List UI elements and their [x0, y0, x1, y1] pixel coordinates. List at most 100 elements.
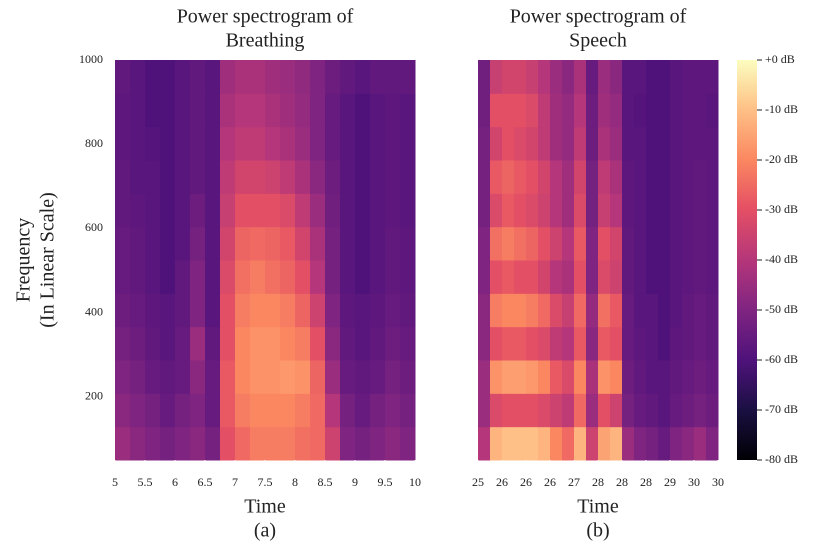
heatmap-cell [295, 160, 311, 194]
heatmap-cell [250, 426, 266, 461]
heatmap-cell [610, 126, 623, 161]
heatmap-cell [706, 126, 719, 161]
heatmap-cell [160, 93, 176, 128]
heatmap-cell [622, 426, 635, 461]
heatmap-cell [130, 326, 146, 361]
heatmap-cell [478, 93, 491, 128]
heatmap-cell [622, 293, 635, 328]
heatmap-cell [682, 360, 695, 394]
caption: (a) [254, 520, 276, 542]
heatmap-cell [586, 326, 599, 361]
heatmap-cell [175, 393, 191, 428]
heatmap-cell [598, 93, 611, 128]
heatmap-cell [325, 326, 341, 361]
heatmap-cell [514, 260, 527, 294]
heatmap-cell [235, 393, 251, 428]
heatmap-cell [370, 226, 386, 261]
heatmap-cell [706, 326, 719, 361]
heatmap-cell [115, 60, 131, 94]
heatmap-cell [478, 193, 491, 228]
heatmap-cell [550, 226, 563, 261]
heatmap-cell [514, 93, 527, 128]
heatmap-cell [400, 93, 416, 128]
x-tick-label: 26 [496, 475, 508, 489]
heatmap-cell [190, 126, 206, 161]
heatmap-cell [670, 226, 683, 261]
heatmap-cell [502, 360, 515, 394]
heatmap-cell [574, 360, 587, 394]
heatmap-cell [115, 393, 131, 428]
heatmap-cell [502, 126, 515, 161]
heatmap-cell [295, 360, 311, 394]
heatmap-cell [706, 426, 719, 461]
heatmap-cell [634, 60, 647, 94]
heatmap-cell [250, 293, 266, 328]
heatmap-cell [646, 93, 659, 128]
heatmap-cell [370, 126, 386, 161]
heatmap-cell [235, 226, 251, 261]
heatmap-cell [130, 293, 146, 328]
heatmap-cell [175, 160, 191, 194]
chart-title: Speech [569, 30, 627, 52]
heatmap-cell [478, 60, 491, 94]
heatmap-cell [370, 60, 386, 94]
heatmap-cell [490, 193, 503, 228]
heatmap-cell [385, 360, 401, 394]
heatmap-cell [634, 326, 647, 361]
heatmap-cell [574, 326, 587, 361]
heatmap-cell [175, 260, 191, 294]
heatmap-cell [385, 326, 401, 361]
x-tick-label: 5 [112, 475, 118, 489]
heatmap-cell [646, 393, 659, 428]
heatmap-cell [175, 426, 191, 461]
x-tick-label: 7.5 [258, 475, 273, 489]
heatmap-cell [220, 326, 236, 361]
heatmap-cell [610, 93, 623, 128]
x-tick-label: 26 [520, 475, 532, 489]
x-tick-label: 9 [352, 475, 358, 489]
heatmap-cell [280, 160, 296, 194]
heatmap-cell [370, 260, 386, 294]
heatmap-cell [325, 393, 341, 428]
heatmap-cell [400, 126, 416, 161]
heatmap-cell [634, 360, 647, 394]
heatmap-cell [586, 360, 599, 394]
heatmap-cell [514, 360, 527, 394]
heatmap-cell [385, 293, 401, 328]
heatmap-cell [562, 426, 575, 461]
heatmap-cell [550, 326, 563, 361]
colorbar-tick-label: -10 dB [765, 102, 798, 116]
heatmap-cell [670, 126, 683, 161]
heatmap-cell [220, 193, 236, 228]
heatmap-cell [706, 293, 719, 328]
heatmap-cell [310, 426, 326, 461]
heatmap-cell [490, 60, 503, 94]
heatmap-cell [646, 226, 659, 261]
heatmap-cell [265, 226, 281, 261]
x-tick-label: 28 [640, 475, 652, 489]
heatmap-cell [670, 326, 683, 361]
heatmap-cell [280, 126, 296, 161]
heatmap-cell [205, 393, 221, 428]
heatmap-cell [370, 193, 386, 228]
heatmap-cell [190, 93, 206, 128]
heatmap-cell [115, 126, 131, 161]
heatmap-cell [622, 60, 635, 94]
heatmap-cell [250, 126, 266, 161]
heatmap-cell [526, 293, 539, 328]
heatmap-cell [622, 160, 635, 194]
heatmap-cell [370, 326, 386, 361]
heatmap-cell [562, 126, 575, 161]
heatmap-cell [670, 160, 683, 194]
heatmap-cell [550, 293, 563, 328]
heatmap-cell [598, 193, 611, 228]
heatmap-cell [658, 426, 671, 461]
heatmap-cell [220, 260, 236, 294]
heatmap-cell [220, 426, 236, 461]
heatmap-cell [562, 226, 575, 261]
y-axis-label-line: Frequency [13, 218, 35, 302]
heatmap-cell [622, 260, 635, 294]
colorbar-tick-label: -60 dB [765, 352, 798, 366]
heatmap-cell [550, 60, 563, 94]
heatmap-cell [130, 93, 146, 128]
